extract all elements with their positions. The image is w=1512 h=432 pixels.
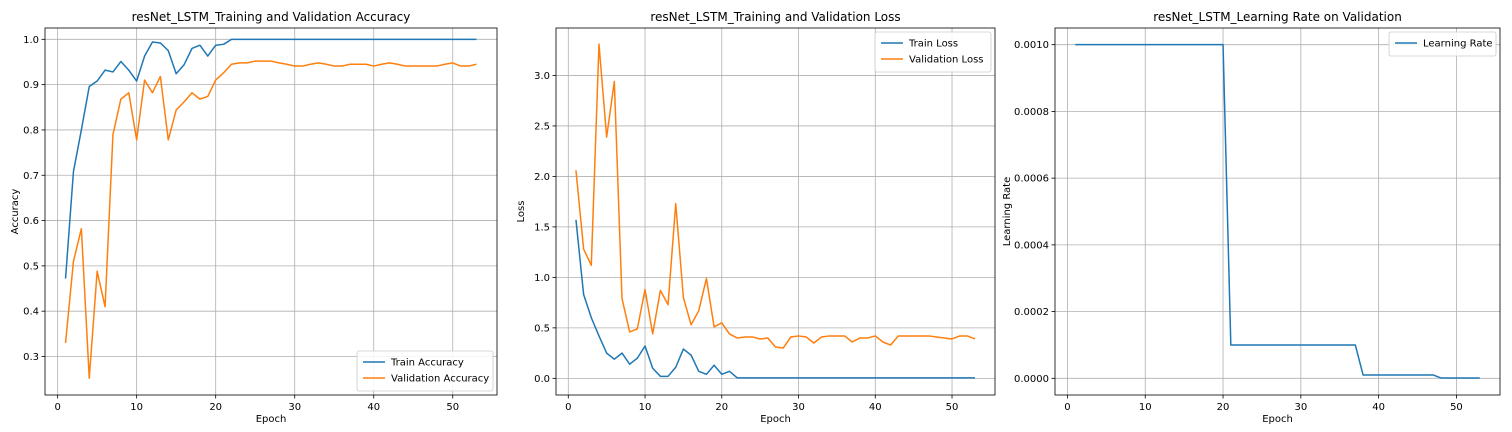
x-tick-label: 50 xyxy=(1450,402,1463,413)
y-tick-label: 1.5 xyxy=(534,222,550,233)
y-tick-label: 0.8 xyxy=(23,125,39,136)
legend-entry-label: Train Accuracy xyxy=(390,358,464,369)
legend-entry-label: Validation Loss xyxy=(909,55,984,66)
legend: Train Accuracy Validation Accuracy xyxy=(356,350,494,392)
y-axis-label: Learning Rate xyxy=(1002,177,1013,247)
axes-frame xyxy=(1054,27,1501,396)
y-tick-label: 0.0008 xyxy=(1014,107,1049,118)
x-tick-label: 30 xyxy=(288,402,301,413)
x-tick-label: 10 xyxy=(130,402,143,413)
x-tick-label: 0 xyxy=(54,402,60,413)
x-tick-label: 20 xyxy=(715,402,728,413)
y-tick-label: 0.5 xyxy=(534,323,550,334)
x-tick-label: 40 xyxy=(367,402,380,413)
y-tick-label: 0.5 xyxy=(23,261,39,272)
x-tick-label: 10 xyxy=(639,402,652,413)
legend-box xyxy=(1388,31,1497,57)
legend-box xyxy=(874,31,992,73)
axes-frame xyxy=(555,27,996,396)
chart-title: resNet_LSTM_Training and Validation Loss xyxy=(650,10,900,24)
legend: Learning Rate xyxy=(1388,31,1497,57)
y-tick-label: 0.0004 xyxy=(1014,240,1049,251)
axes-frame xyxy=(44,27,498,396)
y-tick-label: 0.6 xyxy=(23,216,39,227)
subplot-1: 0 10 20 30 40 50 0.3 0.4 0.5 0.6 0.7 0.8 0.9 1.0 resNe… xyxy=(10,10,498,425)
series-line-train-loss xyxy=(575,219,976,379)
x-tick-label: 20 xyxy=(209,402,222,413)
y-tick-label: 1.0 xyxy=(23,35,39,46)
y-tick-label: 0.4 xyxy=(23,307,39,318)
y-tick-label: 0.0010 xyxy=(1014,40,1049,51)
x-tick-label: 30 xyxy=(1294,402,1307,413)
x-tick-label: 20 xyxy=(1217,402,1230,413)
legend: Train Loss Validation Loss xyxy=(874,31,992,73)
y-tick-label: 0.3 xyxy=(23,352,39,363)
series-line-learning-rate xyxy=(1075,43,1480,379)
series-line-validation-loss xyxy=(575,43,976,349)
subplot-3: 0 10 20 30 40 50 0.0000 0.0002 0.0004 0.0006 0.000… xyxy=(1002,10,1501,425)
legend-entry-label: Train Loss xyxy=(908,39,958,50)
y-tick-label: 0.0000 xyxy=(1014,374,1049,385)
chart-title: resNet_LSTM_Training and Validation Accu… xyxy=(132,10,411,24)
y-tick-label: 3.0 xyxy=(534,71,550,82)
x-tick-label: 30 xyxy=(792,402,805,413)
x-tick-label: 40 xyxy=(1372,402,1385,413)
series-line-validation-accuracy xyxy=(64,60,477,379)
x-tick-label: 50 xyxy=(946,402,959,413)
x-tick-label: 50 xyxy=(446,402,459,413)
y-tick-label: 0.7 xyxy=(23,171,39,182)
y-tick-label: 0.0 xyxy=(534,374,550,385)
x-tick-label: 40 xyxy=(869,402,882,413)
y-axis-label: Loss xyxy=(516,201,527,223)
y-axis-label: Accuracy xyxy=(10,189,21,235)
x-tick-label: 10 xyxy=(1139,402,1152,413)
x-axis-label: Epoch xyxy=(256,414,287,425)
y-tick-label: 0.0002 xyxy=(1014,307,1049,318)
legend-entry-label: Learning Rate xyxy=(1423,39,1493,50)
y-tick-label: 2.0 xyxy=(534,172,550,183)
subplot-2: 0 10 20 30 40 50 0.0 0.5 1.0 1.5 2.0 2.5 3.0 resNet_L… xyxy=(516,10,996,425)
y-tick-label: 0.9 xyxy=(23,80,39,91)
x-tick-label: 0 xyxy=(1064,402,1070,413)
y-tick-label: 2.5 xyxy=(534,121,550,132)
x-axis-label: Epoch xyxy=(1262,414,1293,425)
y-tick-label: 0.0006 xyxy=(1014,174,1049,185)
x-axis-label: Epoch xyxy=(760,414,791,425)
chart-title: resNet_LSTM_Learning Rate on Validation xyxy=(1153,10,1402,24)
x-tick-label: 0 xyxy=(565,402,571,413)
legend-entry-label: Validation Accuracy xyxy=(391,374,489,385)
series-line-train-accuracy xyxy=(64,38,477,279)
y-tick-label: 1.0 xyxy=(534,273,550,284)
legend-box xyxy=(356,350,494,392)
